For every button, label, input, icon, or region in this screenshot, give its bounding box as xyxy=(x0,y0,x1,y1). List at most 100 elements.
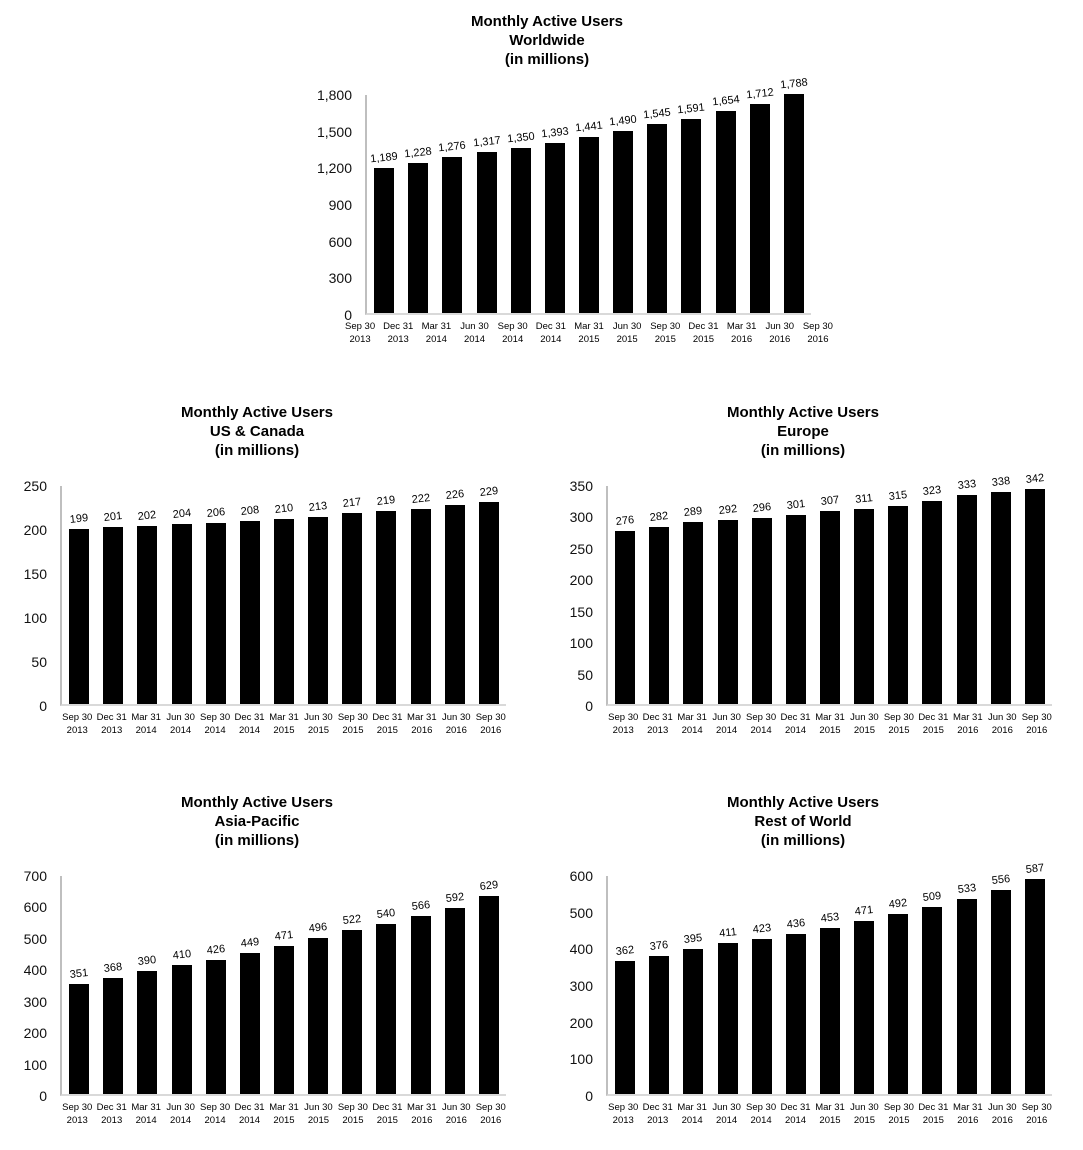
x-axis-category-year: 2014 xyxy=(425,334,447,345)
x-axis-category-date: Mar 31 xyxy=(726,321,757,332)
bar xyxy=(408,163,429,313)
bar xyxy=(137,971,158,1094)
plot-row: 700 600 500 400 300 200 100 0 Sep 30 2013 Dec 31 2… xyxy=(8,868,506,1126)
plot-area: Sep 30 2013 Dec 31 2013 Mar 31 2014 Jun 30 2014… xyxy=(606,862,1052,1126)
bar xyxy=(783,94,804,313)
bar xyxy=(956,899,977,1094)
x-axis-category-label: Sep 30 2014 xyxy=(198,1101,232,1127)
chart-monthly-active-users-asia-pacific: Monthly Active Users Asia-Pacific (in mi… xyxy=(8,793,506,1126)
bar xyxy=(69,984,90,1094)
x-axis-category-year: 2016 xyxy=(731,334,753,345)
chart-monthly-active-users-rest-of-world: Monthly Active Users Rest of World (in m… xyxy=(554,793,1052,1126)
x-axis-category-year: 2015 xyxy=(578,334,600,345)
x-axis-category-date: Jun 30 xyxy=(712,1102,741,1113)
x-axis-category-year: 2014 xyxy=(540,334,562,345)
bar-value-label: 533 xyxy=(956,882,977,896)
bar-value-label: 202 xyxy=(137,509,158,523)
plot-row: 350 300 250 200 150 100 50 0 Sep 30 2013 Dec 31 20… xyxy=(554,472,1052,736)
bar-value-label: 307 xyxy=(820,494,840,508)
chart-title-line: Monthly Active Users xyxy=(471,13,623,30)
bar xyxy=(717,520,738,704)
x-axis-category-label: Dec 31 2014 xyxy=(232,711,266,737)
y-axis-tick-label: 300 xyxy=(23,993,47,1010)
x-axis-category-year: 2014 xyxy=(204,725,226,736)
bar-value-label: 509 xyxy=(922,890,943,904)
bar-value-label: 376 xyxy=(649,939,669,953)
x-axis-category-year: 2013 xyxy=(647,725,669,736)
x-axis-category-year: 2015 xyxy=(273,1115,295,1126)
plot-area: Sep 30 2013 Dec 31 2013 Mar 31 2014 Jun 30 2014… xyxy=(60,876,506,1126)
x-axis-category-date: Mar 31 xyxy=(677,1102,707,1113)
x-axis-category-label: Sep 30 2014 xyxy=(744,711,778,737)
bar-value-label: 222 xyxy=(410,492,431,506)
x-axis-category-date: Dec 31 xyxy=(96,712,127,723)
x-axis-category-year: 2015 xyxy=(654,334,676,345)
chart-monthly-active-users-europe: Monthly Active Users Europe (in millions… xyxy=(554,403,1052,736)
bar xyxy=(820,511,840,704)
bar xyxy=(649,956,670,1094)
bar-value-label: 1,276 xyxy=(438,139,467,155)
y-axis-tick-label: 900 xyxy=(328,197,352,213)
x-axis-category-label: Dec 31 2015 xyxy=(916,1101,950,1127)
x-axis-category-label: Sep 30 2013 xyxy=(606,711,640,737)
x-axis-category-date: Jun 30 xyxy=(166,712,195,723)
plot-area: Sep 30 2013 Dec 31 2013 Mar 31 2014 Jun 30 2014… xyxy=(60,485,506,736)
x-axis-category-label: Sep 30 2013 xyxy=(606,1101,640,1127)
bar xyxy=(478,896,499,1094)
y-axis-tick-label: 0 xyxy=(344,307,352,323)
x-axis-category-label: Jun 30 2014 xyxy=(709,1101,743,1127)
bar-value-label: 276 xyxy=(615,514,635,528)
x-axis-category-year: 2015 xyxy=(922,725,944,736)
x-axis-category-date: Dec 31 xyxy=(918,1102,949,1113)
x-axis-category-year: 2014 xyxy=(784,725,807,736)
chart-title-line: Monthly Active Users xyxy=(727,404,879,421)
y-axis-tick-label: 600 xyxy=(569,868,593,884)
x-axis-category-date: Dec 31 xyxy=(96,1102,127,1113)
x-axis-category-year: 2015 xyxy=(888,725,910,736)
x-axis-category-label: Dec 31 2013 xyxy=(379,320,417,346)
x-axis-category-date: Jun 30 xyxy=(166,1102,195,1113)
x-axis-category-year: 2014 xyxy=(784,1115,807,1126)
x-axis-category-date: Mar 31 xyxy=(815,712,845,723)
x-axis-category-date: Sep 30 xyxy=(608,712,639,723)
x-axis-category-label: Jun 30 2016 xyxy=(985,1101,1019,1127)
bar-value-label: 338 xyxy=(991,475,1011,489)
bar xyxy=(103,527,124,704)
x-axis-category-date: Mar 31 xyxy=(677,712,707,723)
x-axis-category-date: Sep 30 xyxy=(608,1102,639,1113)
x-axis-category-label: Sep 30 2016 xyxy=(799,320,837,346)
x-axis-category-label: Sep 30 2016 xyxy=(474,711,508,737)
x-axis-category-year: 2015 xyxy=(922,1115,944,1126)
bar-value-label: 229 xyxy=(479,485,499,499)
bar-value-label: 213 xyxy=(308,500,328,514)
x-axis-category-date: Jun 30 xyxy=(850,712,879,723)
x-axis-category-date: Jun 30 xyxy=(988,712,1017,723)
y-axis-tick-label: 500 xyxy=(569,904,593,921)
x-axis-category-year: 2014 xyxy=(750,1115,772,1126)
bar xyxy=(1024,879,1045,1094)
bar-value-label: 1,591 xyxy=(677,101,706,117)
bar-value-label: 226 xyxy=(445,488,465,502)
bar-value-label: 323 xyxy=(922,484,943,498)
x-axis-category-year: 2016 xyxy=(991,725,1013,736)
bar xyxy=(205,960,226,1094)
x-axis-category-label: Mar 31 2015 xyxy=(267,711,301,737)
x-axis-category-label: Jun 30 2014 xyxy=(163,711,197,737)
x-axis-category-date: Sep 30 xyxy=(200,712,231,723)
x-axis-category-date: Jun 30 xyxy=(460,321,489,332)
chart-subtitle: Europe xyxy=(777,423,829,440)
x-axis-category-date: Sep 30 xyxy=(497,321,528,332)
bar xyxy=(888,506,909,704)
x-axis-category-year: 2013 xyxy=(387,334,409,345)
x-axis-category-label: Dec 31 2014 xyxy=(778,711,812,737)
x-axis-category-year: 2015 xyxy=(342,1115,364,1126)
x-axis-category-date: Sep 30 xyxy=(746,1102,777,1113)
bar xyxy=(613,131,634,313)
x-axis-category-label: Sep 30 2015 xyxy=(882,711,916,737)
bar-value-label: 210 xyxy=(274,502,294,516)
bar-value-label: 1,228 xyxy=(403,145,433,161)
x-axis-category-year: 2015 xyxy=(616,334,638,345)
x-axis-category-label: Mar 31 2015 xyxy=(570,320,608,346)
x-axis-category-year: 2014 xyxy=(502,334,524,345)
x-axis-category-label: Dec 31 2015 xyxy=(370,711,404,737)
